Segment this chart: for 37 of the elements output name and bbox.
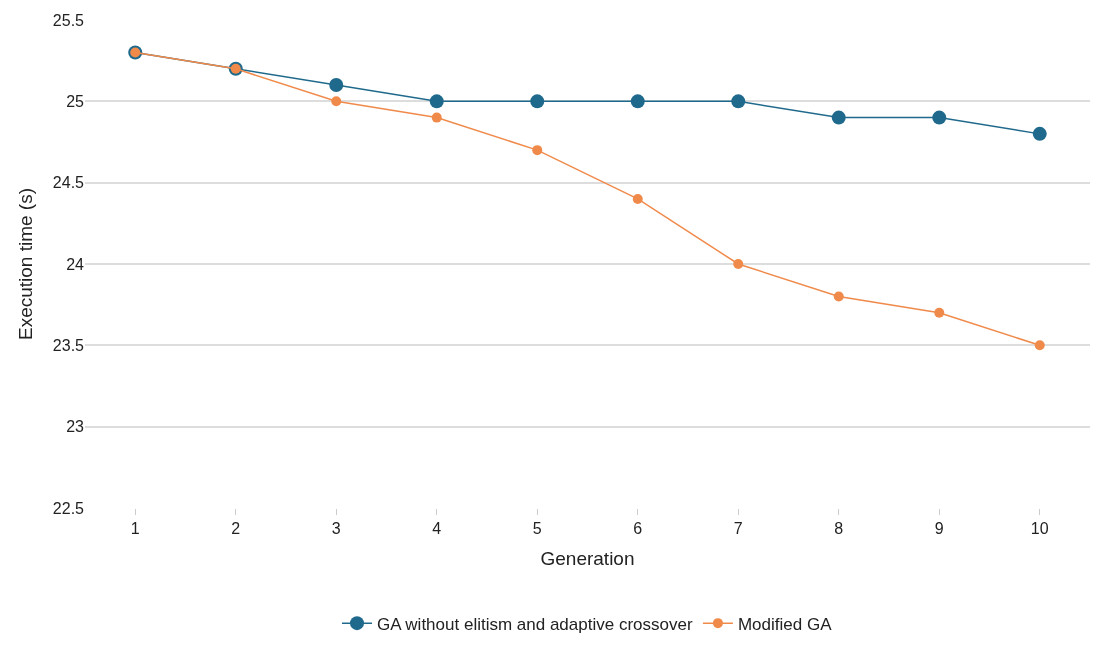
point xyxy=(532,145,543,156)
legend-label: GA without elitism and adaptive crossover xyxy=(377,614,693,634)
point xyxy=(429,94,444,109)
y-tick-label: 25.5 xyxy=(52,11,85,29)
point xyxy=(331,96,342,107)
x-tick-label: 9 xyxy=(934,520,944,538)
x-tick-label: 2 xyxy=(231,520,241,538)
x-tick-label: 3 xyxy=(331,520,341,538)
point xyxy=(831,110,846,125)
point xyxy=(329,78,344,93)
point xyxy=(630,94,645,109)
point xyxy=(731,94,746,109)
x-tick-label: 1 xyxy=(130,520,140,538)
point xyxy=(1034,340,1045,351)
x-axis-title: Generation xyxy=(540,548,635,569)
point xyxy=(530,94,545,109)
x-tick-label: 5 xyxy=(532,520,542,538)
point xyxy=(932,110,947,125)
point xyxy=(733,259,744,269)
point xyxy=(632,193,643,204)
point xyxy=(934,307,945,318)
point xyxy=(1032,126,1047,141)
x-tick-label: 10 xyxy=(1030,520,1049,538)
legend-label: Modified GA xyxy=(737,614,833,634)
point xyxy=(833,291,844,302)
y-tick-label: 24 xyxy=(66,255,85,273)
y-tick-label: 24.5 xyxy=(52,174,85,192)
y-axis-title: Execution time (s) xyxy=(14,187,36,341)
x-tick-label: 6 xyxy=(633,520,643,538)
x-tick-label: 8 xyxy=(834,520,844,538)
point xyxy=(431,112,442,123)
y-tick-label: 23 xyxy=(66,418,85,436)
y-tick-label: 23.5 xyxy=(52,336,85,354)
x-tick-label: 7 xyxy=(733,520,743,538)
x-tick-label: 4 xyxy=(432,520,442,538)
y-tick-label: 22.5 xyxy=(52,499,85,517)
y-tick-label: 25 xyxy=(66,92,85,110)
